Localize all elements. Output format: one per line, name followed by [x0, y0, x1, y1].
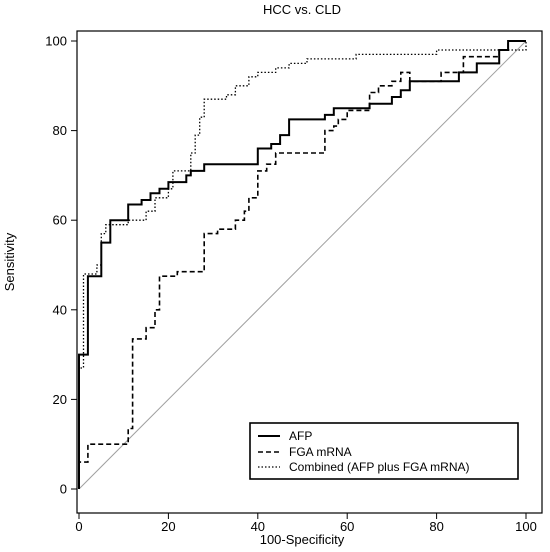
y-axis: 0 20 40 60 80 100	[45, 34, 77, 497]
legend-label-fga: FGA mRNA	[289, 445, 352, 459]
series-line-combined-afp-plus-fga-mrna	[78, 41, 527, 489]
x-tick-label: 0	[75, 519, 82, 534]
legend-label-afp: AFP	[289, 429, 312, 443]
y-tick-label: 100	[45, 34, 67, 49]
x-axis: 0 20 40 60 80 100	[75, 513, 537, 534]
legend-box	[249, 422, 519, 480]
chart-title: HCC vs. CLD	[263, 2, 341, 17]
y-axis-label: Sensitivity	[2, 232, 17, 291]
y-tick-label: 60	[53, 213, 67, 228]
y-tick-label: 40	[53, 302, 67, 317]
y-tick-label: 20	[53, 392, 67, 407]
legend-label-combined: Combined (AFP plus FGA mRNA)	[289, 460, 470, 474]
x-tick-label: 100	[515, 519, 537, 534]
x-tick-label: 60	[340, 519, 354, 534]
x-axis-label: 100-Specificity	[260, 532, 345, 547]
plot-frame	[76, 30, 543, 514]
x-tick-label: 20	[161, 519, 175, 534]
y-tick-label: 80	[53, 123, 67, 138]
series-group	[78, 40, 527, 489]
x-tick-label: 80	[429, 519, 443, 534]
x-tick-label: 40	[251, 519, 265, 534]
y-tick-label: 0	[60, 482, 67, 497]
series-line-fga-mrna	[78, 40, 526, 489]
legend: AFP FGA mRNA Combined (AFP plus FGA mRNA…	[249, 422, 519, 480]
plot-area	[76, 30, 543, 514]
reference-diagonal	[78, 40, 527, 490]
